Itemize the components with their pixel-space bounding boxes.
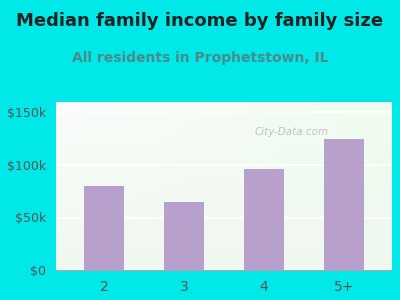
Bar (244, 169, 284, 270)
Text: All residents in Prophetstown, IL: All residents in Prophetstown, IL (72, 51, 328, 65)
Bar (84, 186, 124, 270)
Bar (324, 139, 364, 270)
Text: Median family income by family size: Median family income by family size (16, 12, 384, 30)
Text: City-Data.com: City-Data.com (254, 127, 328, 137)
Bar (164, 202, 204, 270)
